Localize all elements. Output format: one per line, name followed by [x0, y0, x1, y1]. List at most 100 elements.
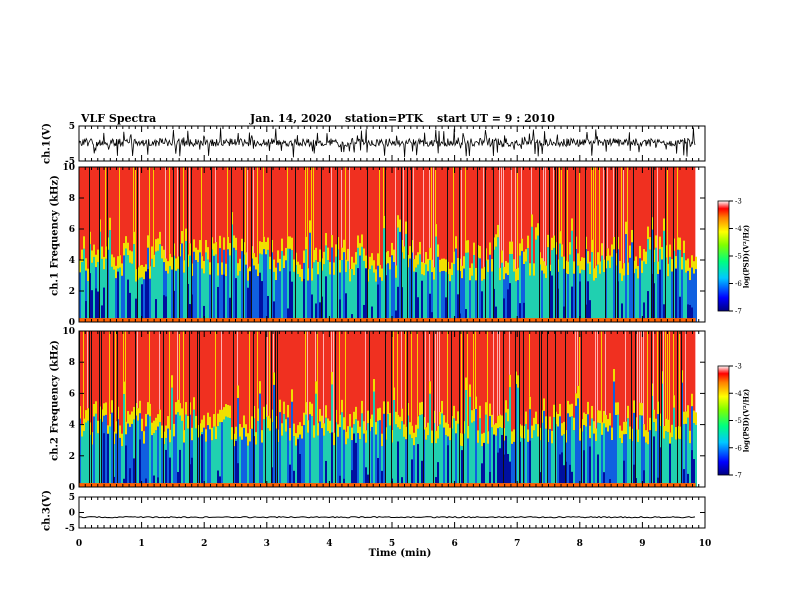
spec-streak [305, 331, 306, 403]
spec-yellow-band [289, 428, 291, 441]
spec-streak [497, 331, 498, 416]
spec-dark-line [477, 167, 478, 322]
spec-low-band [163, 262, 165, 322]
ch3-trace [79, 516, 696, 519]
spec-yellow-band [227, 236, 229, 250]
spec-low-band [535, 239, 537, 322]
spec-yellow-band [347, 426, 349, 439]
ch3-ytick-label: 5 [69, 493, 75, 503]
spec-low-band [323, 264, 325, 322]
spec-yellow-band [149, 266, 151, 279]
spec-low-band [389, 425, 391, 487]
spec-low-band [109, 426, 111, 487]
spec-low-band [519, 255, 521, 322]
spec-dark-band [201, 434, 203, 487]
spec-dark-band [203, 305, 205, 322]
spec-yellow-band [171, 375, 173, 388]
spec-yellow-band [437, 244, 439, 257]
spec-yellow-band [523, 251, 525, 265]
spec-dark-line [367, 167, 368, 322]
spec-yellow-band [447, 423, 449, 437]
spec-low-band [643, 261, 645, 322]
spec-yellow-band [111, 400, 113, 413]
spec-low-band [687, 270, 689, 322]
spec-yellow-band [357, 420, 359, 434]
spec-yellow-band [197, 249, 199, 263]
spec-yellow-band [461, 433, 463, 447]
spec-yellow-band [609, 255, 611, 268]
spec-yellow-band [177, 256, 179, 269]
ch1-frequency-label: ch.1 Frequency (kHz) [50, 171, 61, 301]
spec-streak [253, 167, 254, 254]
x-tick-label: 8 [577, 539, 583, 549]
spec-yellow-band [343, 417, 345, 430]
spec-yellow-band [429, 247, 431, 261]
spec-low-band [489, 416, 491, 487]
spec-dark-line [423, 331, 424, 487]
spec-streak [249, 331, 250, 429]
ch3-waveform [79, 516, 696, 519]
spec-dark-band [371, 306, 373, 322]
spec-yellow-band [301, 426, 303, 439]
spec-streak [417, 331, 418, 417]
spec-yellow-band [587, 401, 589, 415]
spec-yellow-band [299, 422, 301, 435]
spec-yellow-band [507, 262, 509, 276]
spec-yellow-band [339, 414, 341, 428]
spec-yellow-band [309, 401, 311, 415]
x-tick-label: 2 [201, 539, 207, 549]
spec-yellow-band [503, 266, 505, 280]
spec-low-band [675, 439, 677, 487]
spec-dark-band [363, 304, 365, 322]
spec-low-band [151, 258, 153, 322]
spec-streak [667, 167, 668, 264]
spec-yellow-band [347, 248, 349, 262]
spec-yellow-band [419, 241, 421, 255]
colorbar-tick-label: -4 [735, 225, 742, 233]
spec-low-band [301, 281, 303, 322]
spec-low-band [409, 258, 411, 322]
spec-low-band [529, 275, 531, 322]
spec-yellow-band [235, 237, 237, 251]
spec-streak [439, 331, 440, 412]
spec-dark-band [367, 474, 369, 487]
spec-low-band [527, 248, 529, 322]
spec-low-band [525, 261, 527, 322]
spec-low-band [623, 275, 625, 322]
spec-low-band [537, 235, 539, 322]
spec-dark-band [561, 452, 563, 487]
spec-dark-band [377, 458, 379, 487]
spec-yellow-band [583, 412, 585, 425]
spec-low-band [563, 434, 565, 487]
spec-yellow-band [589, 261, 591, 275]
spec-streak [179, 331, 180, 404]
spec-yellow-band [213, 414, 215, 427]
spec-low-band [501, 262, 503, 322]
colorbar-tick-label: -5 [735, 417, 742, 425]
spec-low-band [655, 247, 657, 322]
spec-low-band [293, 436, 295, 487]
spec-yellow-band [211, 427, 213, 441]
spec-low-band [219, 422, 221, 487]
spec-low-band [141, 431, 143, 487]
spec-yellow-band [641, 260, 643, 273]
spec-yellow-band [529, 396, 531, 410]
spec-dark-band [623, 460, 625, 487]
spec-low-band [349, 281, 351, 322]
spec-dark-line [271, 167, 272, 322]
spec-yellow-band [115, 265, 117, 279]
spec-dark-band [489, 471, 491, 487]
spec-yellow-band [567, 400, 569, 414]
spec-dark-line [271, 331, 272, 487]
spec-yellow-band [513, 259, 515, 272]
spec-yellow-band [217, 413, 219, 427]
spec-low-band [635, 268, 637, 322]
spec-streak [307, 167, 308, 269]
spec-yellow-band [95, 254, 97, 268]
spec-low-band [619, 273, 621, 322]
spec-yellow-band [427, 258, 429, 272]
spec-streak [447, 331, 448, 424]
spec-yellow-band [381, 433, 383, 447]
spec-yellow-band [247, 433, 249, 446]
spec-dark-band [123, 478, 125, 487]
